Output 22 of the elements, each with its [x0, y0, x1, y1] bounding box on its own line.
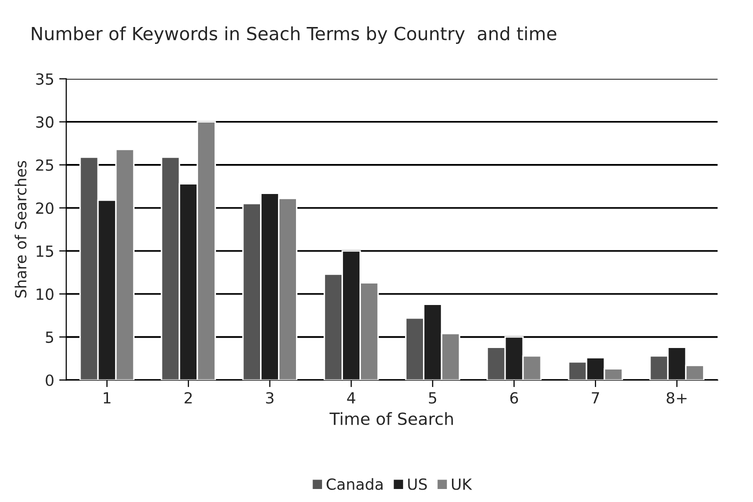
x-axis-title: Time of Search: [330, 412, 453, 426]
x-tick-label: 6: [510, 392, 518, 404]
x-tick-label: 3: [266, 392, 274, 404]
y-tick-label: 20: [36, 202, 54, 214]
y-tick-label: 5: [46, 332, 54, 344]
x-tick-label: 7: [592, 392, 600, 404]
legend-label: US: [408, 478, 427, 490]
x-tick-label: 4: [347, 392, 356, 404]
x-tick-label: 2: [184, 392, 192, 404]
y-tick-label: 0: [46, 374, 54, 386]
y-tick-label: 35: [36, 73, 54, 85]
legend-label: UK: [452, 478, 472, 490]
y-tick-label: 15: [36, 246, 54, 257]
x-tick-label: 5: [428, 392, 436, 404]
legend-label: Canada: [326, 478, 383, 490]
y-tick-label: 25: [36, 159, 54, 171]
x-tick-label: 1: [104, 392, 110, 404]
y-tick-label: 30: [36, 116, 54, 128]
chart-title: Number of Keywords in Seach Terms by Country and time: [32, 26, 556, 44]
x-tick-label: 8+: [666, 392, 687, 404]
y-tick-label: 10: [36, 288, 54, 300]
y-axis-title: Share of Searches: [14, 160, 26, 298]
